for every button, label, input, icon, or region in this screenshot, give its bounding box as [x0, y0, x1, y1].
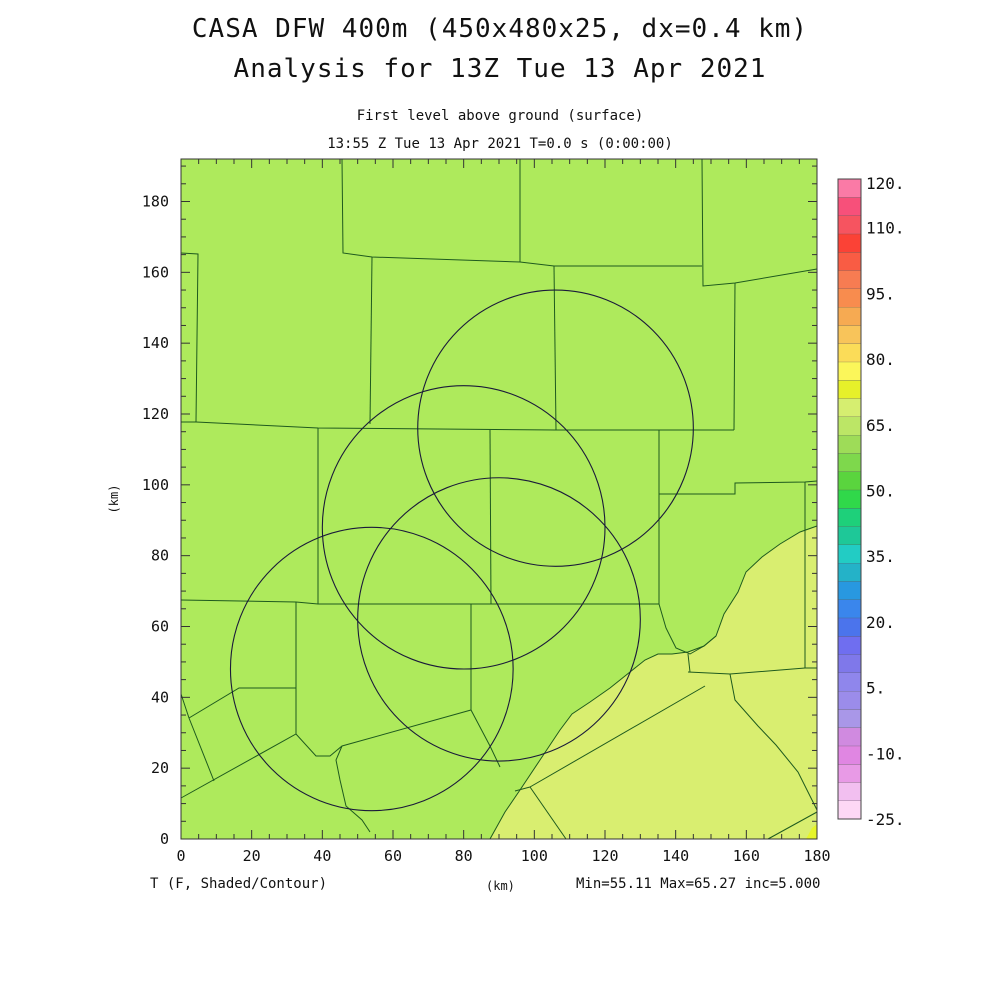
y-tick-label: 80 [151, 547, 169, 565]
colorbar-swatch [838, 288, 861, 307]
x-tick-label: 160 [733, 847, 760, 865]
colorbar-label: -10. [866, 744, 905, 763]
colorbar-swatch [838, 270, 861, 289]
radar-ring-1 [417, 289, 694, 567]
colorbar-swatch [838, 691, 861, 710]
colorbar-label: 35. [866, 547, 895, 566]
temperature-field [181, 159, 818, 840]
colorbar-swatch [838, 361, 861, 381]
y-tick-label: 40 [151, 688, 169, 706]
colorbar-label: 95. [866, 284, 895, 303]
y-tick-label: 20 [151, 759, 169, 777]
subtitle-line-1: First level above ground (surface) [356, 108, 644, 124]
colorbar-swatch [838, 435, 861, 454]
colorbar-swatch [838, 307, 861, 326]
colorbar-swatch [838, 563, 861, 582]
colorbar-swatch [838, 380, 861, 399]
colorbar-swatch [838, 764, 861, 783]
radar-ring-4 [357, 477, 641, 762]
warm-region [489, 525, 818, 840]
x-tick-label: 20 [243, 847, 261, 865]
title-line-1: CASA DFW 400m (450x480x25, dx=0.4 km) [191, 14, 809, 44]
colorbar-swatch [838, 325, 861, 344]
variable-label: T (F, Shaded/Contour) [150, 876, 328, 892]
x-tick-label: 140 [662, 847, 689, 865]
y-axis-label: (km) [107, 485, 121, 514]
colorbar-label: 20. [866, 613, 895, 632]
colorbar-label: 80. [866, 350, 895, 369]
title-line-2: Analysis for 13Z Tue 13 Apr 2021 [233, 54, 767, 84]
x-tick-label: 80 [455, 847, 473, 865]
y-tick-label: 0 [160, 830, 169, 848]
colorbar-swatch [838, 233, 861, 253]
colorbar-label: 65. [866, 416, 895, 435]
subtitle-line-2: 13:55 Z Tue 13 Apr 2021 T=0.0 s (0:00:00… [327, 136, 673, 152]
y-tick-label: 140 [142, 334, 169, 352]
colorbar-swatch [838, 782, 861, 801]
county-boundaries [180, 158, 818, 840]
colorbar-swatch [838, 581, 861, 600]
y-tick-label: 160 [142, 263, 169, 281]
colorbar-swatch [838, 343, 861, 362]
colorbar-label: -25. [866, 810, 905, 829]
colorbar-swatch [838, 508, 861, 527]
y-tick-label: 120 [142, 405, 169, 423]
colorbar-swatch [838, 745, 861, 765]
x-tick-label: 120 [591, 847, 618, 865]
x-tick-label: 60 [384, 847, 402, 865]
colorbar-label: 110. [866, 219, 905, 238]
x-axis-label: (km) [486, 879, 515, 893]
colorbar-labels: -25. -10. 5. 20. 35. 50. 65. 80. 95. 110. 120. [866, 174, 905, 829]
colorbar-swatch [838, 709, 861, 728]
colorbar-swatch [838, 617, 861, 637]
colorbar-label: 120. [866, 174, 905, 193]
colorbar-swatch [838, 398, 861, 417]
x-tick-label: 100 [521, 847, 548, 865]
colorbar-swatch [838, 197, 861, 216]
colorbar-label: 5. [866, 679, 885, 698]
x-tick-label: 40 [313, 847, 331, 865]
y-tick-label: 100 [142, 476, 169, 494]
colorbar-swatch [838, 453, 861, 472]
colorbar-swatch [838, 654, 861, 673]
x-tick-label: 180 [803, 847, 830, 865]
x-tick-label: 0 [176, 847, 185, 865]
radar-range-rings [229, 289, 694, 812]
colorbar-swatch [838, 672, 861, 691]
colorbar-swatch [838, 471, 861, 490]
radar-ring-2 [321, 385, 606, 670]
colorbar-label: 50. [866, 482, 895, 501]
radar-ring-3 [229, 526, 514, 812]
colorbar [837, 178, 862, 820]
colorbar-swatch [838, 727, 861, 746]
colorbar-swatch [838, 544, 861, 563]
colorbar-swatch [838, 179, 861, 198]
colorbar-swatch [838, 599, 861, 618]
colorbar-swatch [838, 636, 861, 655]
colorbar-swatch [838, 489, 861, 509]
colorbar-swatch [838, 215, 861, 234]
axis-ticks [180, 159, 818, 840]
colorbar-swatch [838, 526, 861, 545]
colorbar-swatch [838, 252, 861, 271]
colorbar-swatch [838, 800, 861, 819]
hot-spot [806, 824, 817, 839]
y-tick-label: 180 [142, 193, 169, 211]
colorbar-swatch [838, 416, 861, 435]
y-tick-label: 60 [151, 618, 169, 636]
stats-label: Min=55.11 Max=65.27 inc=5.000 [576, 876, 821, 892]
